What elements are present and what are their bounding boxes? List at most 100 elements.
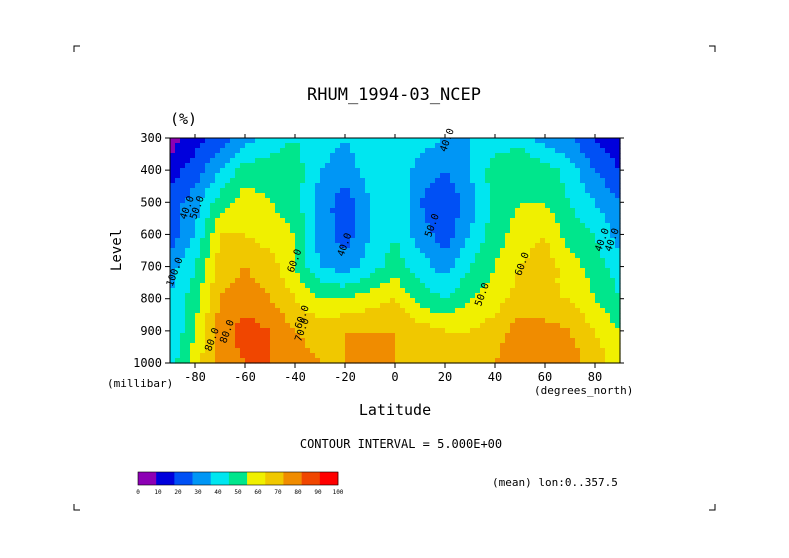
field-cell	[580, 308, 586, 314]
field-cell	[515, 353, 521, 359]
field-cell	[340, 143, 346, 149]
field-cell	[320, 253, 326, 259]
field-cell	[295, 293, 301, 299]
field-cell	[360, 323, 366, 329]
field-cell	[490, 163, 496, 169]
field-cell	[210, 178, 216, 184]
field-cell	[530, 268, 536, 274]
field-cell	[490, 153, 496, 159]
field-cell	[480, 303, 486, 309]
field-cell	[470, 208, 476, 214]
field-cell	[340, 248, 346, 254]
field-cell	[190, 158, 196, 164]
field-cell	[195, 173, 201, 179]
field-cell	[175, 238, 181, 244]
field-cell	[400, 183, 406, 189]
field-cell	[530, 198, 536, 204]
field-cell	[495, 233, 501, 239]
field-cell	[300, 348, 306, 354]
field-cell	[385, 148, 391, 154]
field-cell	[210, 168, 216, 174]
field-cell	[380, 183, 386, 189]
field-cell	[405, 163, 411, 169]
field-cell	[570, 233, 576, 239]
field-cell	[195, 208, 201, 214]
field-cell	[520, 258, 526, 264]
field-cell	[575, 338, 581, 344]
field-cell	[455, 348, 461, 354]
field-cell	[575, 263, 581, 269]
field-cell	[560, 328, 566, 334]
field-cell	[205, 243, 211, 249]
field-cell	[475, 278, 481, 284]
field-cell	[440, 358, 446, 364]
field-cell	[180, 338, 186, 344]
field-cell	[485, 283, 491, 289]
field-cell	[350, 353, 356, 359]
field-cell	[465, 248, 471, 254]
field-cell	[585, 228, 591, 234]
field-cell	[340, 278, 346, 284]
field-cell	[475, 253, 481, 259]
field-cell	[260, 198, 266, 204]
field-cell	[375, 273, 381, 279]
field-cell	[420, 158, 426, 164]
field-cell	[450, 308, 456, 314]
field-cell	[450, 178, 456, 184]
field-cell	[185, 303, 191, 309]
field-cell	[485, 258, 491, 264]
field-cell	[595, 218, 601, 224]
field-cell	[310, 283, 316, 289]
field-cell	[430, 223, 436, 229]
field-cell	[540, 303, 546, 309]
field-cell	[275, 343, 281, 349]
field-cell	[560, 353, 566, 359]
field-cell	[560, 153, 566, 159]
field-cell	[510, 278, 516, 284]
field-cell	[275, 213, 281, 219]
field-cell	[225, 253, 231, 259]
field-cell	[290, 308, 296, 314]
field-cell	[290, 283, 296, 289]
field-cell	[240, 288, 246, 294]
field-cell	[555, 218, 561, 224]
field-cell	[315, 153, 321, 159]
field-cell	[395, 338, 401, 344]
field-cell	[340, 158, 346, 164]
field-cell	[345, 293, 351, 299]
field-cell	[265, 308, 271, 314]
field-cell	[525, 263, 531, 269]
field-cell	[365, 323, 371, 329]
field-cell	[220, 253, 226, 259]
field-cell	[480, 168, 486, 174]
field-cell	[210, 313, 216, 319]
field-cell	[535, 293, 541, 299]
field-cell	[215, 333, 221, 339]
field-cell	[170, 198, 176, 204]
field-cell	[405, 258, 411, 264]
field-cell	[505, 153, 511, 159]
field-cell	[305, 248, 311, 254]
field-cell	[345, 228, 351, 234]
field-cell	[455, 303, 461, 309]
field-cell	[565, 253, 571, 259]
x-axis: -80 -60 -40 -20 0 20 40 60 80	[184, 134, 602, 384]
field-cell	[415, 193, 421, 199]
field-cell	[510, 298, 516, 304]
field-cell	[410, 298, 416, 304]
field-cell	[330, 268, 336, 274]
field-cell	[520, 278, 526, 284]
field-cell	[410, 313, 416, 319]
field-cell	[340, 188, 346, 194]
field-cell	[600, 308, 606, 314]
field-cell	[505, 228, 511, 234]
field-cell	[600, 358, 606, 364]
field-cell	[180, 243, 186, 249]
field-cell	[385, 168, 391, 174]
field-cell	[265, 188, 271, 194]
colorbar-tick-label: 0	[136, 489, 140, 496]
field-cell	[235, 348, 241, 354]
field-cell	[530, 158, 536, 164]
field-cell	[240, 233, 246, 239]
field-cell	[380, 203, 386, 209]
